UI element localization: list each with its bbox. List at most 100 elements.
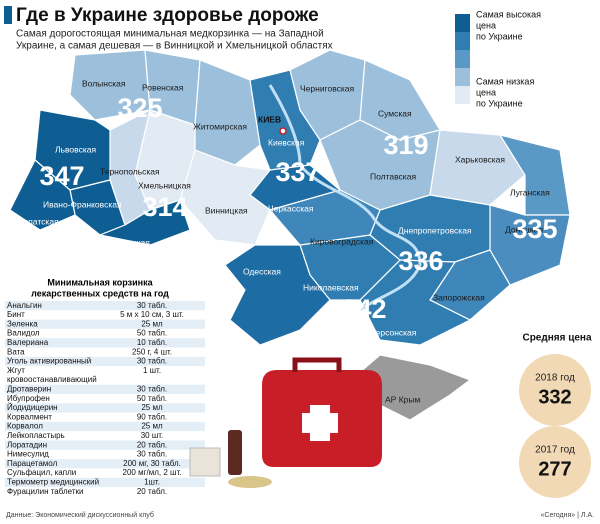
region-label: Донецкая <box>505 224 544 234</box>
region-label: Запорожская <box>433 292 485 302</box>
table-cell: Йодидицерин <box>7 403 58 412</box>
year-label: 2017 год <box>535 445 575 456</box>
region-label: Луганская <box>510 187 550 197</box>
bottle <box>228 430 242 475</box>
table-cell: Фурацилин таблетки <box>7 487 83 496</box>
region-label: Кировоградская <box>310 236 374 246</box>
table-cell: Анальгин <box>7 301 42 310</box>
legend-swatch <box>455 50 470 68</box>
capital-marker <box>279 127 287 135</box>
table-cell: 50 табл. <box>137 329 167 338</box>
region-label: Ровенская <box>142 82 184 92</box>
table-cell: Зеленка <box>7 319 38 328</box>
table-cell: Сульфацил, капли <box>7 468 76 477</box>
region-price: 314 <box>142 192 187 222</box>
table-cell: 25 мл <box>141 422 163 431</box>
price-circle <box>519 426 591 498</box>
table-cell: Ибупрофен <box>7 394 50 403</box>
legend-label: по Украине <box>476 98 523 108</box>
year-label: 2018 год <box>535 373 575 384</box>
table-cell: 200 мг, 30 табл. <box>123 459 181 468</box>
price-circle <box>519 354 591 426</box>
footer-source: Данные: Экономический дискуссионный клуб <box>6 511 154 519</box>
table-title: лекарственных средств на год <box>31 288 169 298</box>
river <box>268 84 422 312</box>
table-row <box>5 468 205 478</box>
table-cell: 25 мл <box>141 403 163 412</box>
region <box>179 149 272 246</box>
table-row <box>5 394 205 404</box>
table-row <box>5 338 205 348</box>
region-label: Закарпатская <box>5 216 59 226</box>
table-row <box>5 440 205 450</box>
table-row <box>5 487 205 497</box>
region-price: 335 <box>512 214 557 244</box>
capital-label: КИЕВ <box>258 114 281 124</box>
table-cell: Термометр медицинский <box>7 477 99 486</box>
table-row <box>5 356 205 367</box>
region-price: 337 <box>275 157 320 187</box>
table-row <box>5 366 205 385</box>
region-label: Черновицкая <box>98 237 150 247</box>
region-label: АР Крым <box>385 394 420 404</box>
average-value: 332 <box>538 386 571 408</box>
table-cell: 90 табл. <box>137 412 167 421</box>
table-row <box>5 301 205 311</box>
region-label: Одесская <box>243 266 281 276</box>
region-price: 347 <box>39 161 84 191</box>
table-row <box>5 328 205 339</box>
region-label: Полтавская <box>370 171 416 181</box>
legend-label: цена <box>476 20 496 30</box>
region-price: 325 <box>117 93 162 123</box>
region-price: 319 <box>383 130 428 160</box>
table-row <box>5 431 205 441</box>
region-label: Тернопольская <box>100 166 160 176</box>
average-price: Средняя цена 2018 год 332 2017 год 277 <box>519 333 592 498</box>
region-label: Ивано-Франковская <box>43 199 122 209</box>
table-cell: 250 г, 4 шт. <box>132 347 172 356</box>
table-cell: Дротаверин <box>7 384 51 393</box>
region <box>429 129 526 206</box>
table-cell: 30 табл. <box>137 384 167 393</box>
table-cell: Валидол <box>7 329 40 338</box>
average-value: 277 <box>538 458 571 480</box>
table-row <box>5 421 205 432</box>
table-cell: 50 табл. <box>137 394 167 403</box>
table-cell: Вата <box>7 347 25 356</box>
region <box>97 199 191 246</box>
table-cell: Бинт <box>7 310 25 319</box>
region-label: Львовская <box>55 144 96 154</box>
region <box>69 49 151 121</box>
region-label: Хмельницкая <box>138 180 191 190</box>
region-label: Житомирская <box>193 121 247 131</box>
table-cell: 30 табл. <box>137 301 167 310</box>
table-cell: 5 м х 10 см, 3 шт. <box>120 310 184 319</box>
region-label: Киевская <box>268 137 305 147</box>
pills <box>228 476 272 488</box>
legend: Самая высокая цена по Украине Самая низк… <box>455 9 541 108</box>
average-title: Средняя цена <box>522 333 591 344</box>
table-cell: Корвалмент <box>7 412 52 421</box>
table-row <box>5 459 205 469</box>
table-cell: Корвалол <box>7 422 43 431</box>
kit-handle <box>292 357 342 372</box>
footer-credit: «Сегодня» | Л.А. <box>541 512 595 519</box>
table-cell: 200 мг/мл, 2 шт. <box>123 468 182 477</box>
table-cell: Уголь активированный <box>7 357 91 366</box>
table-cell: 20 табл. <box>137 440 167 449</box>
region <box>343 354 472 421</box>
table-row <box>5 477 205 487</box>
table-row <box>5 412 205 422</box>
region-price: 342 <box>341 294 386 324</box>
table-cell: Лейкопластырь <box>7 431 65 440</box>
region-label: Харьковская <box>455 154 505 164</box>
region-label: Херсонская <box>370 327 417 337</box>
legend-label: Самая высокая <box>476 9 541 19</box>
legend-label: по Украине <box>476 31 523 41</box>
table-cell: 10 табл. <box>137 338 167 347</box>
region <box>9 159 76 231</box>
region-label: Днепропетровская <box>398 225 472 235</box>
table-cell: 1 шт. <box>143 366 161 375</box>
